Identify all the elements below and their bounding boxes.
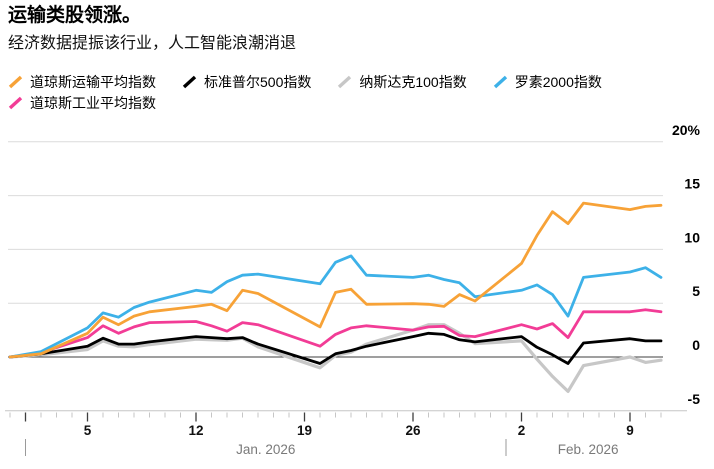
legend-label-russell2000: 罗素2000指数 bbox=[514, 73, 602, 90]
page-subtitle: 经济数据提振该行业，人工智能浪潮消退 bbox=[8, 35, 297, 52]
month-label: Feb. 2026 bbox=[558, 442, 619, 457]
x-tick-label-5: 5 bbox=[84, 423, 92, 438]
legend-label-nasdaq100: 纳斯达克100指数 bbox=[359, 73, 467, 90]
legend-label-sp500: 标准普尔500指数 bbox=[204, 73, 312, 90]
legend-swatch-sp500-icon bbox=[182, 75, 197, 88]
legend-item-nasdaq100: 纳斯达克100指数 bbox=[337, 72, 467, 92]
legend-label-dow-industrial: 道琼斯工业平均指数 bbox=[30, 94, 156, 111]
series-line-sp500 bbox=[8, 331, 663, 365]
x-tick-label-2: 2 bbox=[518, 423, 526, 438]
legend-item-dow-industrial: 道琼斯工业平均指数 bbox=[8, 93, 156, 113]
y-axis-label-20: 20% bbox=[672, 122, 701, 138]
index-performance-chart: 20% 15 10 5 0 -5 5 12 19 26 2 9 Jan. 2026 Feb. 2026 bbox=[5, 122, 701, 457]
legend-row-1: 道琼斯运输平均指数 标准普尔500指数 纳斯达克100指数 罗素2000指数 bbox=[8, 71, 602, 92]
series-line-dow-industrial bbox=[8, 308, 663, 359]
series-line-dow-transport bbox=[8, 201, 663, 359]
y-axis-label--5: -5 bbox=[688, 391, 701, 407]
chart-legend: 道琼斯运输平均指数 标准普尔500指数 纳斯达克100指数 罗素2000指数 道琼斯工… bbox=[8, 71, 602, 113]
x-tick-label-19: 19 bbox=[297, 423, 312, 438]
legend-item-russell2000: 罗素2000指数 bbox=[493, 72, 602, 92]
legend-swatch-nasdaq100-icon bbox=[338, 75, 352, 88]
legend-swatch-dow-industrial-icon bbox=[8, 96, 23, 109]
page-title: 运输类股领涨。 bbox=[8, 5, 142, 26]
legend-swatch-russell2000-icon bbox=[493, 75, 507, 88]
legend-item-dow-transport: 道琼斯运输平均指数 bbox=[8, 72, 156, 92]
series-line-russell2000 bbox=[8, 254, 663, 359]
legend-swatch-dow-transport-icon bbox=[8, 75, 23, 88]
y-axis-label-5: 5 bbox=[692, 283, 700, 299]
month-label: Jan. 2026 bbox=[236, 442, 295, 457]
legend-label-dow-transport: 道琼斯运输平均指数 bbox=[30, 73, 156, 90]
y-axis-label-15: 15 bbox=[684, 176, 700, 192]
x-tick-label-9: 9 bbox=[626, 423, 634, 438]
x-tick-label-12: 12 bbox=[188, 423, 203, 438]
y-axis-label-10: 10 bbox=[684, 229, 700, 245]
legend-row-2: 道琼斯工业平均指数 bbox=[8, 92, 602, 113]
legend-item-sp500: 标准普尔500指数 bbox=[182, 72, 311, 92]
x-tick-label-26: 26 bbox=[405, 423, 421, 438]
series-line-nasdaq100 bbox=[8, 323, 663, 393]
y-axis-label-0: 0 bbox=[692, 337, 700, 353]
